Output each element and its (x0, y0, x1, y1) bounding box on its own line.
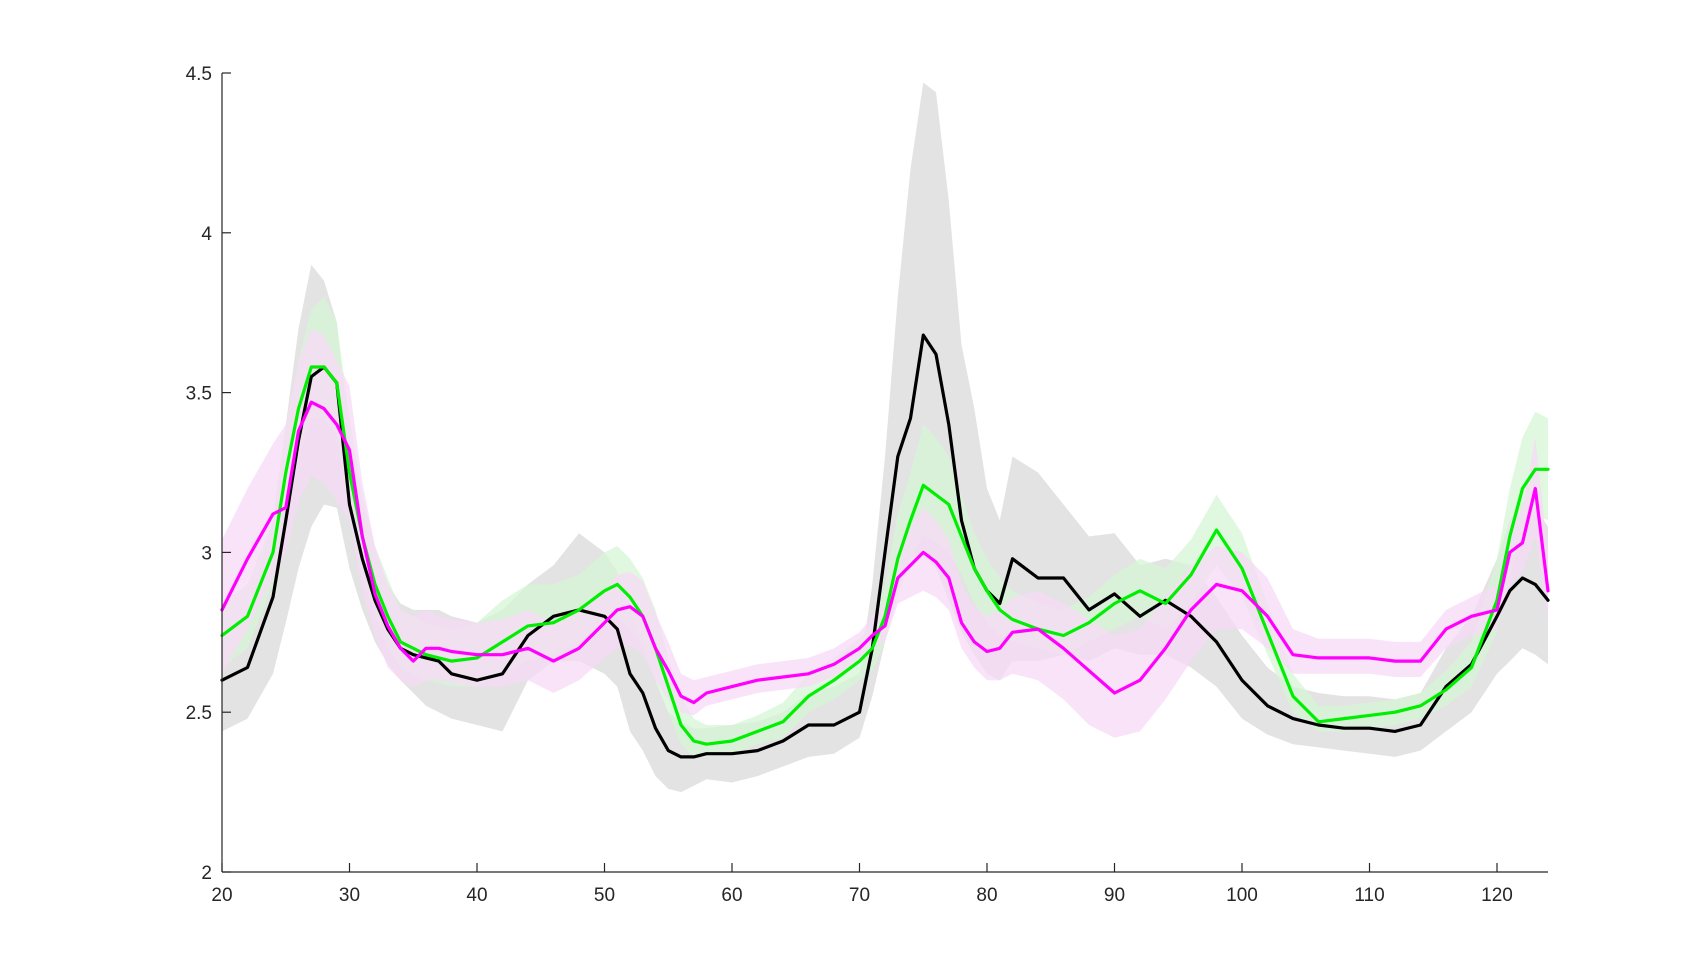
x-tick-label: 90 (1104, 885, 1125, 906)
x-tick-label: 100 (1226, 885, 1258, 906)
series-lines (220, 333, 1550, 759)
x-tick-label: 80 (976, 885, 997, 906)
y-tick-label: 4 (201, 224, 212, 245)
x-tick-label: 30 (339, 885, 360, 906)
x-ticks: 20 30 40 50 60 70 80 90 100 110 120 (211, 863, 1513, 906)
y-tick-label: 3.5 (186, 384, 212, 405)
x-tick-label: 60 (721, 885, 742, 906)
series-3-line (220, 400, 1550, 705)
series-1-band (222, 82, 1548, 793)
y-ticks: 2 2.5 3 3.5 4 4.5 (186, 64, 231, 884)
series-3-band (222, 328, 1548, 738)
x-tick-label: 50 (594, 885, 615, 906)
axes (221, 73, 1548, 873)
y-tick-label: 2 (201, 863, 212, 884)
y-tick-label: 2.5 (186, 703, 212, 724)
y-tick-label: 4.5 (186, 64, 212, 85)
x-tick-label: 120 (1481, 885, 1513, 906)
x-tick-label: 70 (849, 885, 870, 906)
x-tick-label: 110 (1354, 885, 1384, 906)
y-tick-label: 3 (201, 543, 212, 564)
x-tick-label: 40 (466, 885, 487, 906)
confidence-bands (222, 82, 1548, 793)
series-2-line (220, 365, 1550, 746)
x-tick-label: 20 (211, 885, 232, 906)
